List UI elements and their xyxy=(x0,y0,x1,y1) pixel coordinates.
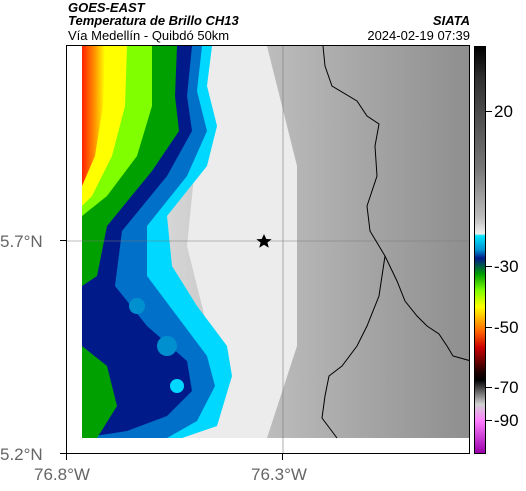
colorbar-tick xyxy=(486,111,492,112)
colorbar xyxy=(474,46,486,454)
cloud-blob xyxy=(157,336,177,356)
brand-label: SIATA xyxy=(432,13,470,28)
cloud-blob xyxy=(129,298,145,314)
star-icon[interactable] xyxy=(256,234,272,248)
border-line xyxy=(322,46,469,361)
title-product: Temperatura de Brillo CH13 xyxy=(68,13,239,28)
datetime-label: 2024-02-19 07:39 xyxy=(367,28,470,43)
cloud-red xyxy=(82,46,105,186)
satellite-map[interactable] xyxy=(66,45,470,454)
colorbar-tick xyxy=(486,266,492,267)
map-left-margin xyxy=(67,46,82,453)
title-satellite: GOES-EAST xyxy=(68,0,145,15)
lon-label: 76.8°W xyxy=(34,465,90,484)
y-tick xyxy=(60,453,66,454)
colorbar-label: -70 xyxy=(494,378,519,397)
map-bottom-margin xyxy=(67,438,469,453)
y-tick xyxy=(60,240,66,241)
lat-label: 5.7°N xyxy=(0,232,43,251)
x-tick xyxy=(66,454,67,460)
colorbar-label: 20 xyxy=(494,102,513,121)
lat-label: 5.2°N xyxy=(0,445,43,464)
x-tick xyxy=(282,454,283,460)
lon-label: 76.3°W xyxy=(251,465,307,484)
colorbar-label: -50 xyxy=(494,318,519,337)
colorbar-tick xyxy=(486,327,492,328)
colorbar-tick xyxy=(486,420,492,421)
cloud-green-lower xyxy=(82,346,117,438)
map-canvas xyxy=(67,46,469,453)
colorbar-label: -90 xyxy=(494,411,519,430)
subtitle-region: Vía Medellín - Quibdó 50km xyxy=(68,28,230,43)
colorbar-label: -30 xyxy=(494,257,519,276)
border-line xyxy=(321,255,386,439)
colorbar-tick xyxy=(486,387,492,388)
cloud-blob xyxy=(170,379,184,393)
